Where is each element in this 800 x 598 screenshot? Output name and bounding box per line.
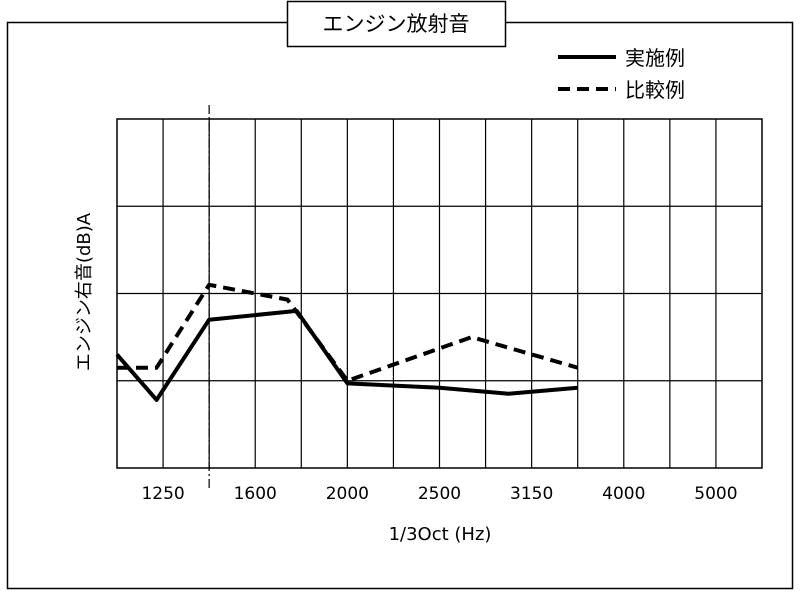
outer-border: [6, 21, 794, 590]
x-tick-label: 3150: [510, 484, 553, 504]
plot-area: 1250 1600 2000 2500 3150 4000 5000: [115, 105, 763, 504]
plot-border: [116, 118, 763, 469]
x-tick-label: 2500: [418, 484, 461, 504]
x-tick-label: 5000: [694, 484, 737, 504]
x-axis-label: 1/3Oct (Hz): [389, 524, 492, 545]
chart-title: エンジン放射音: [323, 12, 470, 36]
x-tick-label: 1250: [141, 484, 184, 504]
legend-label-series-1: 実施例: [625, 46, 685, 70]
title-box: [286, 0, 507, 48]
legend: 実施例 比較例: [558, 46, 685, 102]
x-tick-label: 1600: [234, 484, 277, 504]
series-line-2: [117, 282, 579, 383]
y-axis-label: エンジン右音(dB)A: [74, 212, 95, 371]
x-tick-label: 4000: [602, 484, 645, 504]
x-tick-label: 2000: [326, 484, 369, 504]
legend-label-series-2: 比較例: [625, 78, 685, 102]
